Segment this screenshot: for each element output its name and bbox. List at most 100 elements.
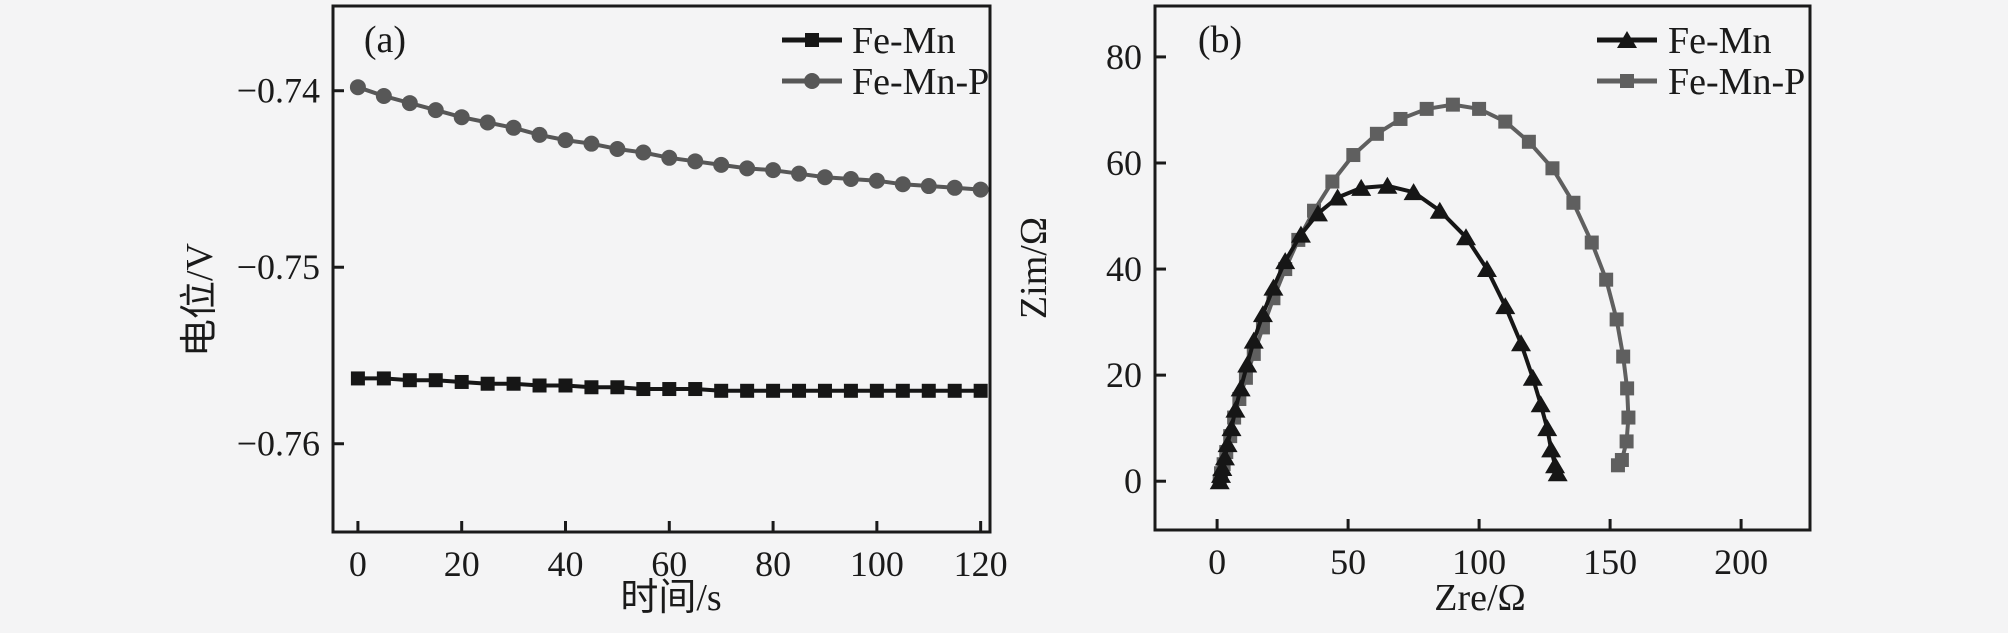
- x-tick-label: 200: [1714, 542, 1768, 582]
- series-fe-mn-p-circle-marker: [920, 178, 937, 195]
- legend-triangle-marker: [1617, 31, 1637, 48]
- series-fe-mn-p-circle-marker: [687, 153, 704, 170]
- legend-label: Fe-Mn: [1668, 20, 1771, 62]
- series-fe-mn-square-marker: [428, 373, 443, 388]
- series-fe-mn-square-marker: [350, 371, 365, 386]
- series-fe-mn-p-circle-marker: [479, 114, 496, 131]
- legend-square-marker: [1620, 74, 1634, 88]
- series-fe-mn-p-circle-marker: [583, 135, 600, 152]
- legend-square-marker: [805, 33, 819, 47]
- series-fe-mn-triangle-marker: [1263, 278, 1284, 296]
- series-fe-mn-p-square-marker: [1616, 349, 1631, 364]
- x-tick-label: 0: [1208, 542, 1226, 582]
- series-fe-mn-square-marker: [921, 383, 936, 398]
- series-fe-mn-triangle-marker: [1243, 331, 1264, 349]
- series-line-fe-mn: [1217, 183, 1560, 482]
- series-fe-mn-p-circle-marker: [791, 165, 808, 182]
- series-fe-mn-triangle-marker: [1290, 225, 1311, 243]
- series-fe-mn-triangle-marker: [1275, 252, 1296, 270]
- series-fe-mn-triangle-marker: [1327, 188, 1348, 206]
- series-fe-mn-square-marker: [792, 383, 807, 398]
- series-fe-mn-p-circle-marker: [375, 88, 392, 105]
- series-fe-mn-square-marker: [480, 376, 495, 391]
- series-fe-mn-square-marker: [973, 383, 988, 398]
- x-tick-label: 100: [850, 544, 904, 584]
- series-fe-mn-square-marker: [688, 382, 703, 397]
- series-fe-mn-square-marker: [636, 382, 651, 397]
- series-fe-mn-square-marker: [610, 380, 625, 395]
- series-fe-mn-p-square-marker: [1619, 434, 1634, 449]
- x-tick-label: 20: [444, 544, 480, 584]
- series-fe-mn-square-marker: [714, 383, 729, 398]
- y-tick-label: −0.76: [237, 424, 320, 464]
- series-fe-mn-p-square-marker: [1584, 235, 1599, 250]
- series-fe-mn-p-circle-marker: [946, 179, 963, 196]
- series-fe-mn-square-marker: [740, 383, 755, 398]
- series-fe-mn-p-square-marker: [1621, 410, 1636, 425]
- y-tick-label: 60: [1106, 143, 1142, 183]
- series-fe-mn-p-square-marker: [1620, 381, 1635, 396]
- series-fe-mn-p-circle-marker: [661, 149, 678, 166]
- y-tick-label: 80: [1106, 37, 1142, 77]
- series-fe-mn-triangle-marker: [1351, 178, 1372, 196]
- series-fe-mn-triangle-marker: [1403, 183, 1424, 201]
- series-fe-mn-p-circle-marker: [349, 79, 366, 96]
- y-tick-label: −0.74: [237, 71, 320, 111]
- legend-label: Fe-Mn-P: [1668, 61, 1805, 103]
- series-fe-mn-triangle-marker: [1530, 395, 1551, 413]
- series-fe-mn-p-circle-marker: [739, 160, 756, 177]
- series-fe-mn-p-circle-marker: [868, 172, 885, 189]
- series-fe-mn-square-marker: [532, 378, 547, 393]
- series-fe-mn-triangle-marker: [1252, 305, 1273, 323]
- series-fe-mn-p-circle-marker: [765, 162, 782, 179]
- series-fe-mn-square-marker: [454, 374, 469, 389]
- series-fe-mn-p-square-marker: [1610, 458, 1625, 473]
- series-fe-mn-triangle-marker: [1212, 458, 1233, 476]
- series-fe-mn-square-marker: [895, 383, 910, 398]
- y-tick-label: −0.75: [237, 247, 320, 287]
- series-fe-mn-p-circle-marker: [401, 95, 418, 112]
- series-fe-mn-square-marker: [376, 371, 391, 386]
- series-fe-mn-triangle-marker: [1455, 228, 1476, 246]
- series-fe-mn-triangle-marker: [1476, 260, 1497, 278]
- x-tick-label: 0: [349, 544, 367, 584]
- x-tick-label: 80: [755, 544, 791, 584]
- y-tick-label: 0: [1124, 461, 1142, 501]
- panel-a: 0 20 40 60 80 100 120 −0.74 −0.75 −0.76 时间/s 电位/V (a…: [179, 4, 1008, 619]
- y-tick-label: 40: [1106, 249, 1142, 289]
- series-fe-mn-p-square-marker: [1609, 312, 1624, 327]
- series-fe-mn-p-square-marker: [1599, 272, 1614, 287]
- series-fe-mn-square-marker: [662, 382, 677, 397]
- series-fe-mn-p-square-marker: [1369, 126, 1384, 141]
- series-fe-mn-triangle-marker: [1307, 204, 1328, 222]
- x-tick-label: 50: [1330, 542, 1366, 582]
- series-fe-mn-p-square-marker: [1545, 161, 1560, 176]
- series-fe-mn-triangle-marker: [1429, 201, 1450, 219]
- series-fe-mn-p-circle-marker: [609, 140, 626, 157]
- series-fe-mn-triangle-marker: [1214, 448, 1235, 466]
- series-fe-mn-square-marker: [947, 383, 962, 398]
- legend-label: Fe-Mn: [852, 20, 955, 62]
- x-tick-label: 40: [547, 544, 583, 584]
- series-fe-mn-square-marker: [558, 378, 573, 393]
- series-fe-mn-p-circle-marker: [842, 170, 859, 187]
- y-axis-title: Zim/Ω: [1013, 217, 1055, 319]
- series-fe-mn-p-circle-marker: [972, 181, 989, 198]
- series-fe-mn-square-marker: [402, 373, 417, 388]
- series-fe-mn-p-circle-marker: [557, 132, 574, 149]
- series-fe-mn-square-marker: [843, 383, 858, 398]
- series-fe-mn-p-square-marker: [1419, 101, 1434, 116]
- series-fe-mn-triangle-marker: [1511, 334, 1532, 352]
- y-tick-label: 20: [1106, 355, 1142, 395]
- x-axis-title: Zre/Ω: [1434, 577, 1526, 619]
- series-fe-mn-p-square-marker: [1445, 97, 1460, 112]
- x-tick-label: 150: [1583, 542, 1637, 582]
- series-fe-mn-p-square-marker: [1521, 134, 1536, 149]
- panel-b: 0 50 100 150 200 0 20 40 60 80 Zre/Ω Zim/Ω (b) Fe-MnF…: [1013, 4, 1812, 619]
- series-fe-mn-p-circle-marker: [816, 169, 833, 186]
- series-fe-mn-p-circle-marker: [713, 156, 730, 173]
- series-fe-mn-p-circle-marker: [505, 119, 522, 136]
- series-fe-mn-triangle-marker: [1217, 435, 1238, 453]
- series-fe-mn-triangle-marker: [1225, 400, 1246, 418]
